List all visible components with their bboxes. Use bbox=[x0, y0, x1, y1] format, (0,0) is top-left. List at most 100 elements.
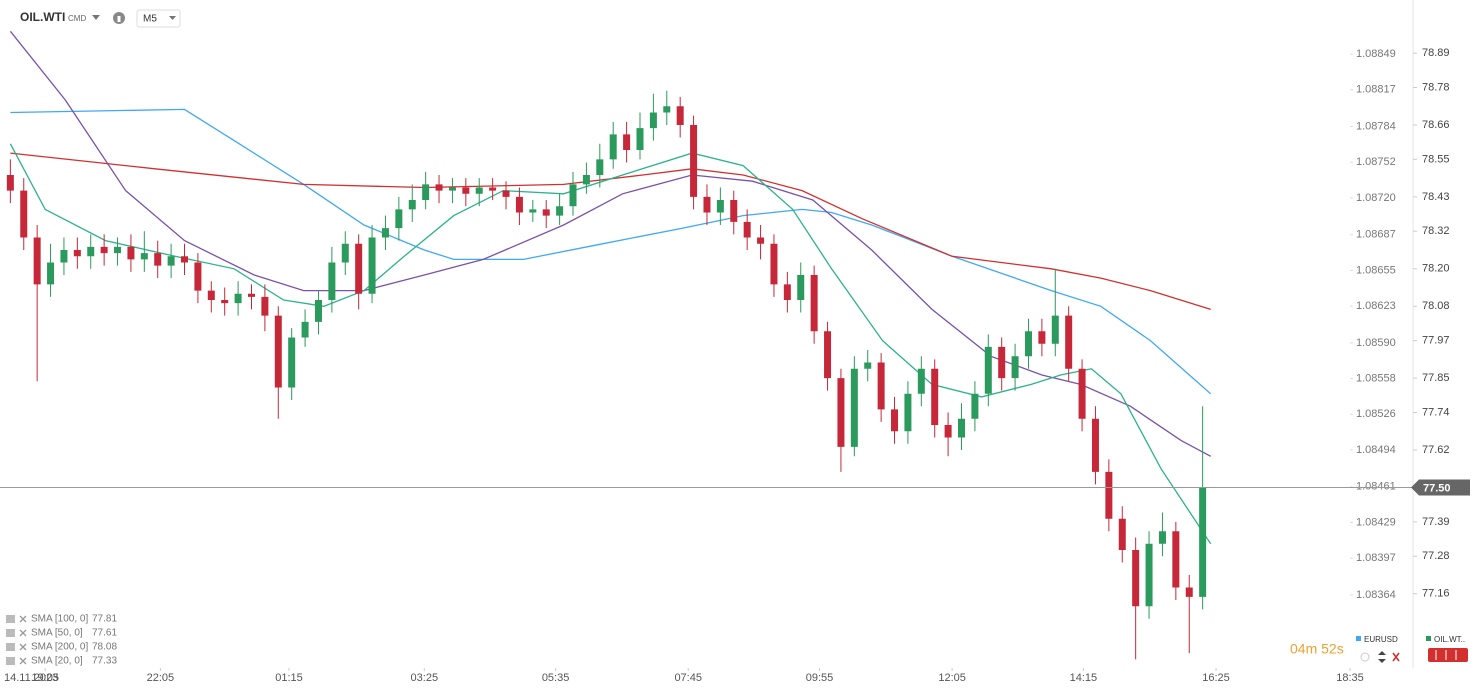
y2-tick-label: 1.08687 bbox=[1356, 229, 1396, 241]
candle-body bbox=[743, 221, 751, 238]
y2-tick-label: 1.08623 bbox=[1356, 300, 1396, 312]
candle-body bbox=[904, 393, 912, 432]
candle-body bbox=[649, 112, 657, 129]
current-price-tag bbox=[1411, 479, 1470, 496]
candle-body bbox=[261, 296, 269, 316]
y2-tick-label: 1.08364 bbox=[1356, 589, 1396, 601]
legend: SMA [100, 0] 77.81 SMA [50, 0] 77.61 SMA [20… bbox=[6, 614, 117, 667]
candle-body bbox=[1199, 487, 1207, 597]
settings-button[interactable] bbox=[1428, 648, 1468, 662]
candle-body bbox=[582, 175, 590, 185]
candle-body bbox=[60, 250, 68, 263]
candle-body bbox=[984, 346, 992, 394]
y2-tick-label: 1.08655 bbox=[1356, 264, 1396, 276]
candle-body bbox=[341, 243, 349, 263]
candle-body bbox=[770, 243, 778, 285]
candle-body bbox=[958, 418, 966, 438]
symbol-dropdown[interactable] bbox=[92, 15, 100, 20]
y-tick-label: 78.66 bbox=[1422, 119, 1450, 131]
legend-remove[interactable] bbox=[19, 643, 27, 651]
candle-body bbox=[824, 331, 832, 379]
legend-icon bbox=[6, 629, 15, 637]
y2-tick-label: 1.08817 bbox=[1356, 84, 1396, 96]
indicators bbox=[9, 30, 1212, 545]
candle-body bbox=[47, 262, 55, 285]
candle-body bbox=[288, 337, 296, 388]
y-tick-label: 77.85 bbox=[1422, 372, 1450, 384]
candle-body bbox=[221, 300, 229, 304]
legend-remove[interactable] bbox=[19, 615, 27, 623]
candle-body bbox=[314, 300, 322, 322]
candle-body bbox=[462, 187, 470, 194]
x-tick-label: 07:45 bbox=[674, 672, 702, 684]
y-tick-label: 78.32 bbox=[1422, 225, 1450, 237]
candle-body bbox=[1051, 315, 1059, 344]
candle-body bbox=[1172, 531, 1180, 588]
candle-body bbox=[114, 246, 122, 254]
interval-select[interactable] bbox=[136, 9, 181, 28]
visibility-icon[interactable] bbox=[1360, 652, 1370, 662]
legend-remove[interactable] bbox=[19, 629, 27, 637]
legend-remove[interactable] bbox=[19, 657, 27, 665]
candle-body bbox=[355, 243, 363, 294]
y2-tick-label: 1.08397 bbox=[1356, 552, 1396, 564]
y2-axis: 1.08849 1.08817 1.08784 1.08752 1.08720 1.086… bbox=[1350, 48, 1396, 601]
candle-body bbox=[609, 134, 617, 160]
candle-body bbox=[301, 321, 309, 338]
y-tick-label: 77.74 bbox=[1422, 406, 1450, 418]
candle-body bbox=[1011, 356, 1019, 379]
candle-body bbox=[931, 368, 939, 425]
x-tick-label: 16:25 bbox=[1202, 672, 1230, 684]
candle-body bbox=[20, 190, 28, 238]
candle-body bbox=[797, 275, 805, 300]
candle-body bbox=[73, 250, 81, 257]
candles bbox=[6, 90, 1207, 660]
compare-swatch bbox=[1356, 636, 1361, 641]
y2-tick-label: 1.08558 bbox=[1356, 373, 1396, 385]
x-tick-label: 09:55 bbox=[806, 672, 834, 684]
candle-body bbox=[810, 275, 818, 332]
candle-body bbox=[757, 237, 765, 244]
candle-body bbox=[1105, 471, 1113, 519]
candle-body bbox=[167, 256, 175, 266]
candle-body bbox=[194, 262, 202, 291]
y-tick-label: 78.89 bbox=[1422, 47, 1450, 59]
legend-value: 78.08 bbox=[92, 642, 117, 653]
y-tick-label: 77.39 bbox=[1422, 516, 1450, 528]
settings-glyph bbox=[1435, 650, 1457, 660]
candle-body bbox=[716, 200, 724, 213]
x-tick-label: 14:15 bbox=[1070, 672, 1098, 684]
compare-legend: EURUSD OIL.WT.. bbox=[1356, 635, 1465, 644]
y-tick-label: 77.16 bbox=[1422, 588, 1450, 600]
candle-body bbox=[542, 209, 550, 216]
y-tick-label: 78.55 bbox=[1422, 153, 1450, 165]
legend-icon bbox=[6, 657, 15, 665]
interval-dropdown bbox=[169, 16, 176, 20]
y2-tick-label: 1.08720 bbox=[1356, 192, 1396, 204]
candle-body bbox=[971, 393, 979, 419]
candle-body bbox=[127, 246, 135, 260]
candle-body bbox=[1065, 315, 1073, 369]
y-tick-label: 78.78 bbox=[1422, 81, 1450, 93]
legend-icon bbox=[6, 615, 15, 623]
candle-body bbox=[435, 184, 443, 191]
compare-label: OIL.WT.. bbox=[1434, 635, 1465, 644]
order-icon[interactable] bbox=[1378, 651, 1386, 663]
symbol[interactable]: OIL.WTI bbox=[20, 10, 65, 24]
y-tick-label: 78.20 bbox=[1422, 263, 1450, 275]
legend-label: SMA [50, 0] bbox=[31, 628, 83, 639]
candle-body bbox=[623, 134, 631, 150]
candle-body bbox=[448, 187, 456, 191]
remove-icon[interactable] bbox=[1392, 652, 1400, 662]
y2-tick-label: 1.08429 bbox=[1356, 516, 1396, 528]
candle-body bbox=[663, 106, 671, 113]
x-tick-label: 18:35 bbox=[1336, 672, 1364, 684]
candle-body bbox=[944, 425, 952, 438]
candle-body bbox=[408, 200, 416, 210]
candle-body bbox=[891, 409, 899, 432]
legend-label: SMA [200, 0] bbox=[31, 642, 88, 653]
legend-label: SMA [100, 0] bbox=[31, 614, 88, 625]
candle-body bbox=[234, 293, 242, 304]
x-tick-label: 12:05 bbox=[938, 672, 966, 684]
